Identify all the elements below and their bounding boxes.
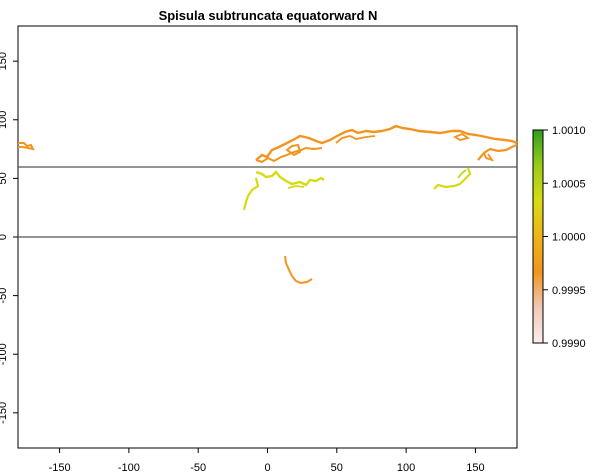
x-tick-label-4: 50 [331,462,343,472]
legend-label-1: 1.0005 [552,178,586,190]
y-tick-label-5: -100 [0,343,9,365]
x-tick-label-2: -50 [190,462,206,472]
track-orange-south [284,255,313,285]
legend-label-0: 1.0010 [552,125,586,137]
x-tick-label-1: -100 [118,462,140,472]
legend-label-2: 1.0000 [552,232,586,244]
track-orange-north-inner [255,146,323,164]
legend-label-3: 0.9995 [552,285,586,297]
legend-label-4: 0.9990 [552,338,586,350]
legend-colorbar [532,129,544,344]
x-tick-label-0: -150 [49,462,71,472]
track-orange-loop [285,143,302,157]
track-orange-segment-b [453,132,471,141]
y-tick-label-0: 150 [0,52,9,70]
track-yellow-stub [287,185,305,189]
y-tick-label-1: 100 [0,111,9,129]
track-yellow-east-stub [457,169,467,179]
track-orange-west-edge [18,142,35,151]
y-tick-label-3: 0 [0,234,9,240]
y-tick-label-4: -50 [0,288,9,304]
x-tick-label-6: 150 [466,462,484,472]
track-yellow-central [255,170,325,187]
track-orange-east-loop [483,152,495,162]
x-axis: -150 -100 -50 0 50 100 150 [49,448,485,472]
legend: 1.0010 1.0005 1.0000 0.9995 0.9990 [532,125,586,350]
x-tick-label-5: 100 [397,462,415,472]
track-yellow-south-branch [242,177,260,211]
y-tick-label-2: 50 [0,172,9,184]
y-axis: 150 100 50 0 -50 -100 -150 [0,52,18,424]
track-orange-segment-a [335,135,376,144]
track-yellow-east [433,167,472,190]
distribution-tracks [18,124,518,285]
y-tick-label-6: -150 [0,402,9,424]
track-orange-north [255,124,518,161]
map-title: Spisula subtruncata equatorward N [159,8,378,23]
x-tick-label-3: 0 [264,462,270,472]
